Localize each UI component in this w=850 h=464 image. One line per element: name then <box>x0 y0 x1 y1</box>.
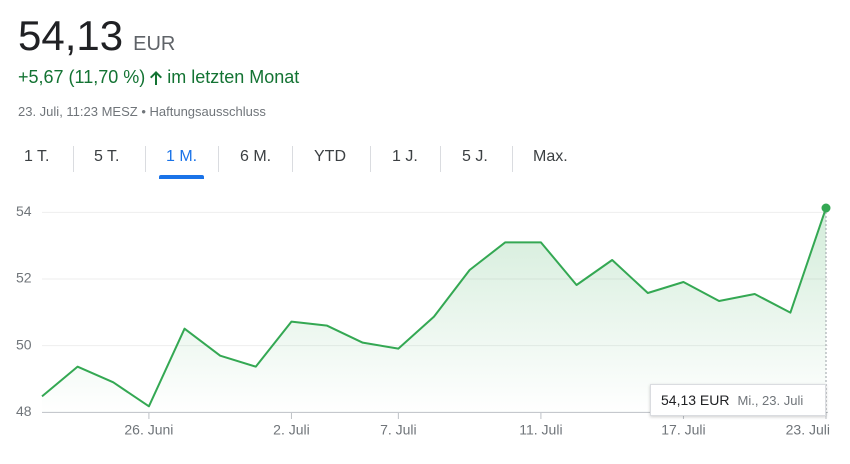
range-tab[interactable]: 6 M. <box>240 148 272 165</box>
tab-separator <box>145 146 146 172</box>
y-tick-label: 48 <box>16 403 32 419</box>
change: +5,67 (11,70 %) <box>18 67 146 87</box>
x-tick-label: 17. Juli <box>661 422 705 438</box>
range-tab[interactable]: YTD <box>314 148 346 165</box>
y-tick-label: 50 <box>16 336 32 352</box>
period: im letzten Monat <box>167 67 300 87</box>
range-tab[interactable]: Max. <box>533 148 568 165</box>
timestamp-row: 23. Juli, 11:23 MESZ • Haftungsausschlus… <box>18 104 266 119</box>
tab-separator <box>218 146 219 172</box>
range-tab[interactable]: 1 M. <box>166 148 198 165</box>
x-tick-label: 2. Juli <box>273 422 310 438</box>
tab-separator <box>292 146 293 172</box>
x-tick-label: 26. Juni <box>124 422 173 438</box>
disclaimer[interactable]: Haftungsausschluss <box>149 104 266 119</box>
y-tick-label: 52 <box>16 270 32 286</box>
tab-separator <box>512 146 513 172</box>
tooltip-value: 54,13 EUR <box>661 392 730 408</box>
price-line <box>41 207 827 408</box>
x-tick-label: 23. Juli <box>786 422 830 438</box>
range-tab[interactable]: 1 J. <box>392 148 418 165</box>
tooltip-date: Mi., 23. Juli <box>737 392 804 408</box>
tab-separator <box>370 146 371 172</box>
up-arrow <box>150 70 163 85</box>
range-tab[interactable]: 5 J. <box>462 148 488 165</box>
x-tick-label: 7. Juli <box>380 422 417 438</box>
y-tick-label: 54 <box>16 203 32 219</box>
active-underline <box>159 175 204 179</box>
tab-separator <box>440 146 441 172</box>
timestamp: 23. Juli, 11:23 MESZ <box>18 104 138 119</box>
tab-separator <box>73 146 74 172</box>
range-tab[interactable]: 5 T. <box>94 148 120 165</box>
price-row: 54,13 EUR <box>18 12 175 60</box>
change-row: +5,67 (11,70 %) im letzten Monat <box>18 67 299 88</box>
tooltip: 54,13 EUR Mi., 23. Juli <box>650 384 826 416</box>
range-tab[interactable]: 1 T. <box>24 148 50 165</box>
x-tick-label: 11. Juli <box>519 422 562 438</box>
last-point <box>821 203 831 213</box>
price: 54,13 <box>18 12 124 59</box>
currency: EUR <box>133 33 176 55</box>
range-tabs: 1 T. 5 T. 1 M. 6 M. YTD 1 J. 5 J. Max. <box>0 140 600 180</box>
